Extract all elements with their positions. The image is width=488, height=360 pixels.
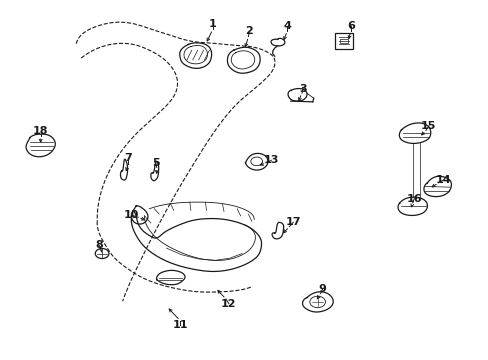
Text: 9: 9 bbox=[318, 284, 326, 294]
Bar bbox=[339, 39, 347, 43]
Text: 15: 15 bbox=[420, 121, 436, 131]
Text: 14: 14 bbox=[435, 175, 450, 185]
Text: 12: 12 bbox=[221, 299, 236, 309]
Text: 3: 3 bbox=[299, 84, 306, 94]
Text: 4: 4 bbox=[283, 21, 291, 31]
FancyBboxPatch shape bbox=[334, 33, 352, 49]
Text: 11: 11 bbox=[172, 320, 187, 330]
Text: 17: 17 bbox=[285, 217, 301, 227]
Circle shape bbox=[250, 157, 262, 166]
Text: 16: 16 bbox=[406, 194, 421, 204]
Text: 1: 1 bbox=[208, 19, 216, 29]
Text: 18: 18 bbox=[33, 126, 48, 135]
Text: 7: 7 bbox=[124, 153, 132, 163]
Text: 5: 5 bbox=[152, 158, 159, 168]
Text: 10: 10 bbox=[123, 210, 139, 220]
Circle shape bbox=[309, 296, 325, 308]
Text: 13: 13 bbox=[263, 155, 279, 165]
Circle shape bbox=[95, 248, 109, 258]
Text: 8: 8 bbox=[95, 240, 103, 250]
Text: 2: 2 bbox=[245, 26, 253, 36]
Text: 6: 6 bbox=[346, 21, 354, 31]
